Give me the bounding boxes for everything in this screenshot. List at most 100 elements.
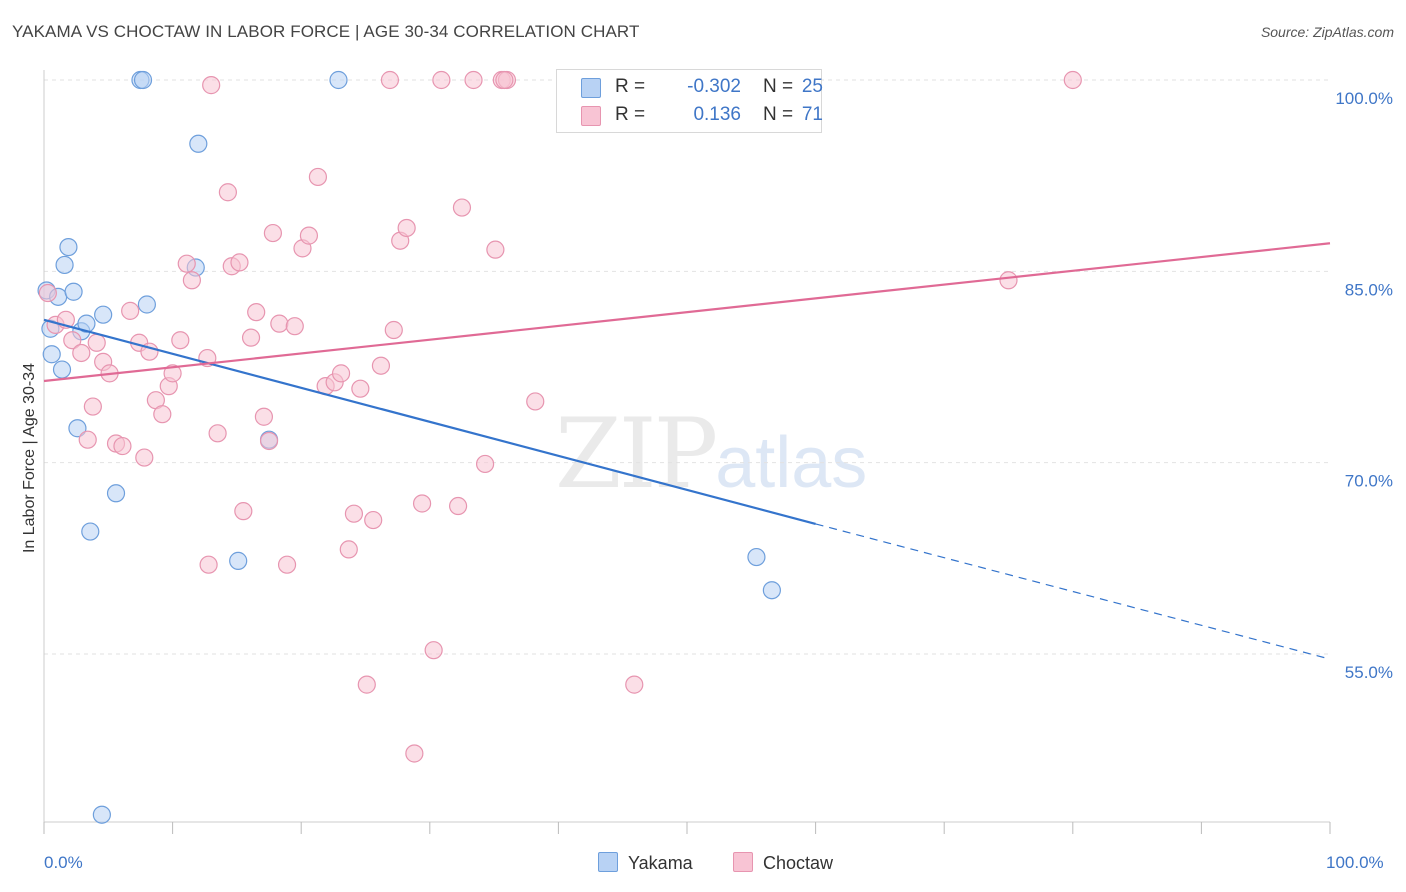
y-tick-label: 70.0% — [1345, 472, 1393, 491]
choctaw-point — [299, 226, 319, 245]
choctaw-point — [380, 70, 400, 90]
choctaw-point — [163, 364, 182, 383]
legend-swatch-yakama — [581, 78, 601, 98]
choctaw-point — [78, 430, 97, 449]
choctaw-point — [254, 407, 274, 426]
legend-r-label: R = — [615, 104, 646, 125]
choctaw-point — [72, 343, 91, 363]
yakama-trend-line — [43, 318, 816, 525]
bottom-legend-yakama: Yakama — [598, 852, 693, 874]
legend-n-value: 25 — [801, 76, 823, 97]
choctaw-point — [182, 271, 201, 290]
choctaw-point — [38, 283, 57, 303]
choctaw-point — [448, 496, 468, 516]
bottom-legend-swatch-yakama — [598, 852, 618, 872]
choctaw-point — [177, 254, 196, 273]
chart-title: YAKAMA VS CHOCTAW IN LABOR FORCE | AGE 3… — [12, 22, 640, 41]
yakama-point — [329, 70, 348, 90]
legend-n-label: N = — [763, 104, 794, 125]
bottom-legend-label-yakama: Yakama — [628, 853, 693, 873]
choctaw-point — [83, 397, 102, 416]
yakama-point — [81, 522, 100, 541]
y-tick-label: 85.0% — [1345, 280, 1393, 299]
legend-swatch-choctaw — [581, 106, 601, 126]
choctaw-point — [113, 436, 132, 456]
y-tick-label: 100.0% — [1335, 89, 1393, 108]
choctaw-point — [247, 303, 266, 322]
yakama-point — [92, 805, 111, 824]
yakama-point — [94, 305, 113, 324]
choctaw-point — [230, 253, 249, 272]
choctaw-point — [241, 328, 261, 347]
choctaw-point — [259, 431, 279, 451]
yakama-point — [52, 360, 72, 379]
choctaw-point — [263, 223, 283, 243]
choctaw-trend-line — [43, 242, 1331, 383]
choctaw-point — [371, 356, 391, 375]
yakama-point — [55, 255, 74, 275]
choctaw-point — [526, 392, 545, 411]
legend-n-value: 71 — [801, 104, 823, 125]
choctaw-point — [344, 504, 364, 523]
choctaw-point — [277, 555, 297, 574]
choctaw-point — [405, 744, 424, 763]
choctaw-point — [475, 454, 495, 474]
choctaw-point — [432, 70, 451, 90]
choctaw-point — [452, 198, 472, 217]
legend-n-label: N = — [763, 76, 794, 97]
bottom-legend-swatch-choctaw — [733, 852, 753, 872]
choctaw-point — [412, 494, 432, 513]
yakama-point — [137, 295, 156, 314]
legend-r-value: -0.302 — [687, 76, 741, 97]
yakama-point — [106, 484, 126, 503]
choctaw-point — [364, 510, 383, 530]
legend-r-label: R = — [615, 76, 646, 97]
choctaw-point — [208, 424, 227, 443]
yakama-point — [68, 419, 87, 438]
choctaw-point — [153, 405, 172, 424]
choctaw-point — [495, 70, 514, 90]
y-tick-label: 55.0% — [1345, 663, 1393, 682]
choctaw-point — [234, 502, 253, 521]
choctaw-point — [218, 183, 237, 202]
yakama-point — [64, 282, 83, 301]
x-tick-label-min: 0.0% — [44, 853, 83, 872]
legend-r-value: 0.136 — [693, 104, 741, 125]
choctaw-point — [199, 555, 218, 574]
choctaw-point — [270, 314, 289, 333]
yakama-point — [762, 581, 781, 600]
choctaw-point — [397, 218, 416, 238]
choctaw-point — [424, 641, 443, 660]
choctaw-point — [331, 364, 351, 383]
choctaw-point — [351, 379, 370, 398]
correlation-legend: R = -0.302 N = 25 R = 0.136 N = 71 — [556, 69, 823, 133]
x-tick-label-max: 100.0% — [1326, 853, 1384, 872]
choctaw-point — [339, 540, 358, 559]
choctaw-point — [121, 301, 140, 320]
bottom-legend-choctaw: Choctaw — [733, 852, 833, 874]
choctaw-point — [171, 331, 190, 350]
choctaw-point — [999, 271, 1018, 290]
yakama-trend-extension — [815, 523, 1331, 660]
yakama-point — [42, 345, 61, 364]
yakama-point — [189, 134, 208, 153]
choctaw-point — [357, 675, 376, 694]
choctaw-point — [308, 167, 328, 187]
yakama-point — [229, 551, 248, 570]
choctaw-point — [625, 675, 644, 694]
bottom-legend-label-choctaw: Choctaw — [763, 853, 834, 873]
choctaw-point — [63, 331, 82, 350]
choctaw-point — [285, 317, 304, 336]
choctaw-point — [464, 70, 483, 90]
yakama-point — [747, 547, 766, 567]
yakama-point — [133, 70, 153, 90]
choctaw-point — [1063, 70, 1082, 90]
choctaw-point — [135, 448, 154, 467]
choctaw-point — [384, 320, 403, 340]
yakama-point — [59, 237, 78, 257]
source-credit: Source: ZipAtlas.com — [1260, 24, 1394, 40]
choctaw-point — [202, 76, 221, 95]
choctaw-point — [486, 240, 505, 259]
choctaw-point — [87, 333, 106, 352]
